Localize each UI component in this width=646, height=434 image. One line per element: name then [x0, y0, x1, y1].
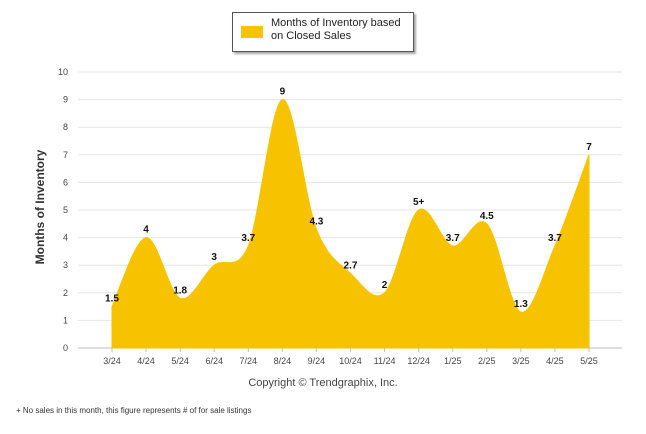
data-label: 3: [211, 252, 217, 263]
data-label: 2.7: [344, 260, 358, 271]
data-label: 5+: [413, 197, 425, 208]
data-label: 4: [143, 225, 149, 236]
y-tick-label: 3: [63, 260, 68, 270]
x-tick-label: 11/24: [374, 356, 396, 366]
y-axis-label: Months of Inventory: [33, 149, 47, 265]
footnote-text: + No sales in this month, this figure re…: [16, 406, 252, 415]
y-tick-label: 2: [63, 288, 68, 298]
data-label: 1.5: [105, 294, 119, 305]
y-tick-label: 10: [58, 67, 68, 77]
copyright-text: Copyright © Trendgraphix, Inc.: [248, 377, 398, 389]
data-label: 2: [382, 280, 388, 291]
x-tick-label: 8/24: [274, 356, 292, 366]
x-tick-label: 1/25: [444, 356, 462, 366]
y-tick-label: 9: [63, 95, 68, 105]
x-tick-label: 5/25: [580, 356, 598, 366]
data-label: 7: [586, 142, 592, 153]
x-tick-label: 5/24: [171, 356, 189, 366]
x-tick-label: 3/24: [103, 356, 121, 366]
x-tick-label: 4/25: [546, 356, 564, 366]
data-label: 1.3: [514, 299, 528, 310]
data-label: 4.5: [480, 211, 494, 222]
data-label: 3.7: [446, 233, 460, 244]
series-area: [111, 99, 590, 349]
data-label: 1.8: [173, 285, 187, 296]
x-tick-label: 6/24: [205, 356, 223, 366]
y-tick-labels: 0 1 2 3 4 5 6 7 8 9 10: [58, 67, 68, 353]
x-tick-label: 3/25: [512, 356, 530, 366]
y-tick-label: 4: [63, 233, 68, 243]
legend-swatch: [241, 26, 263, 38]
y-tick-label: 0: [63, 343, 68, 353]
y-tick-label: 5: [63, 205, 68, 215]
y-tick-label: 1: [63, 315, 68, 325]
x-tick-label: 9/24: [308, 356, 326, 366]
data-label: 9: [280, 87, 286, 98]
data-label: 4.3: [309, 216, 323, 227]
data-label: 3.7: [548, 233, 562, 244]
x-tick-label: 10/24: [339, 356, 362, 366]
data-labels: 1.5 4 1.8 3 3.7 9 4.3 2.7 2 5+ 3.7 4.5 1.3 3.7 7: [105, 87, 592, 311]
legend-label: Months of Inventory based on Closed Sale…: [271, 17, 401, 42]
legend: Months of Inventory based on Closed Sale…: [232, 12, 414, 52]
data-label: 3.7: [241, 233, 255, 244]
x-tick-label: 7/24: [240, 356, 258, 366]
x-tick-label: 12/24: [407, 356, 430, 366]
x-tick-label: 2/25: [478, 356, 496, 366]
y-tick-label: 7: [63, 150, 68, 160]
y-tick-label: 8: [63, 122, 68, 132]
x-tick-label: 4/24: [137, 356, 155, 366]
x-tick-labels: 3/24 4/24 5/24 6/24 7/24 8/24 9/24 10/24 11/24 12…: [103, 348, 598, 366]
y-tick-label: 6: [63, 177, 68, 187]
